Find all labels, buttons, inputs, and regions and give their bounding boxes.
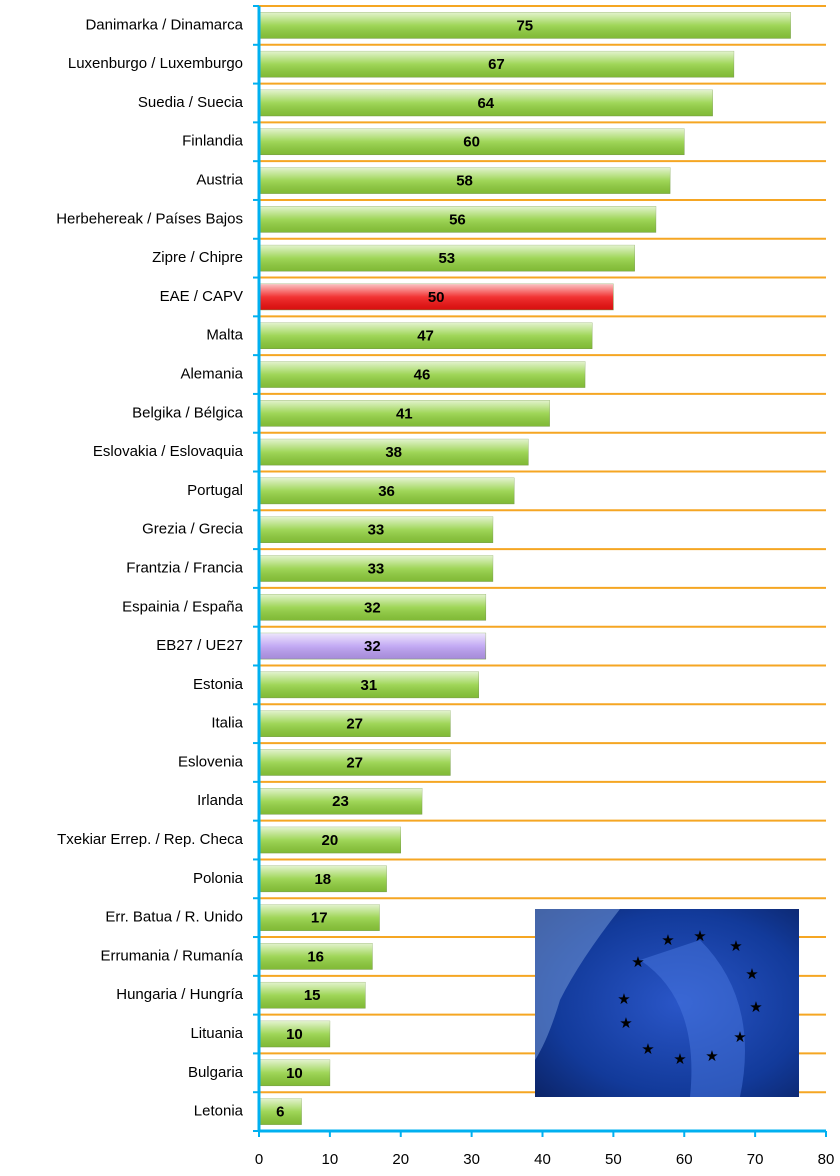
value-label: 33: [368, 560, 385, 577]
category-label: Frantzia / Francia: [126, 559, 243, 576]
category-label: EB27 / UE27: [156, 637, 243, 654]
value-label: 33: [368, 522, 385, 539]
value-label: 38: [385, 444, 402, 461]
x-tick-label: 80: [818, 1151, 835, 1168]
value-label: 56: [449, 211, 466, 228]
svg-text:★: ★: [641, 1041, 654, 1058]
category-label: Txekiar Errep. / Rep. Checa: [57, 831, 244, 848]
value-label: 67: [488, 56, 505, 73]
value-label: 32: [364, 638, 381, 655]
value-label: 27: [346, 754, 363, 771]
value-label: 16: [307, 948, 324, 965]
value-label: 50: [428, 289, 445, 306]
svg-text:★: ★: [617, 991, 630, 1008]
category-label: Errumania / Rumanía: [100, 947, 243, 964]
category-label: Letonia: [194, 1103, 244, 1120]
category-label: Eslovakia / Eslovaquia: [93, 443, 244, 460]
value-label: 10: [286, 1026, 303, 1043]
category-label: Hungaria / Hungría: [116, 986, 243, 1003]
category-label: Irlanda: [197, 792, 244, 809]
category-label: Finlandia: [182, 133, 244, 150]
category-label: Grezia / Grecia: [142, 521, 244, 538]
svg-text:★: ★: [733, 1029, 746, 1046]
category-label: Estonia: [193, 676, 244, 693]
svg-text:★: ★: [729, 938, 742, 955]
category-label: Belgika / Bélgica: [132, 404, 244, 421]
value-label: 64: [477, 95, 494, 112]
x-tick-label: 40: [534, 1151, 551, 1168]
svg-text:★: ★: [631, 954, 644, 971]
x-tick-label: 50: [605, 1151, 622, 1168]
x-tick-label: 60: [676, 1151, 693, 1168]
value-label: 6: [276, 1104, 284, 1121]
value-label: 31: [361, 677, 378, 694]
category-label: Eslovenia: [178, 753, 244, 770]
category-label: Suedia / Suecia: [138, 94, 244, 111]
value-label: 10: [286, 1065, 303, 1082]
value-label: 41: [396, 405, 413, 422]
x-tick-label: 30: [463, 1151, 480, 1168]
x-tick-label: 70: [747, 1151, 764, 1168]
category-label: Luxenburgo / Luxemburgo: [68, 55, 243, 72]
category-label: EAE / CAPV: [160, 288, 243, 305]
category-label: Alemania: [180, 366, 243, 383]
value-label: 18: [314, 871, 331, 888]
svg-text:★: ★: [705, 1048, 718, 1065]
category-label: Lituania: [190, 1025, 243, 1042]
category-label: Espainia / España: [122, 598, 244, 615]
x-tick-label: 0: [255, 1151, 263, 1168]
eu-flag-image: ★ ★ ★ ★ ★ ★ ★ ★ ★ ★ ★ ★: [535, 909, 799, 1097]
value-label: 17: [311, 910, 328, 927]
category-label: Herbehereak / Países Bajos: [56, 210, 243, 227]
svg-text:★: ★: [693, 928, 706, 945]
svg-text:★: ★: [661, 932, 674, 949]
value-label: 58: [456, 173, 473, 190]
svg-text:★: ★: [749, 999, 762, 1016]
category-label: Err. Batua / R. Unido: [105, 909, 243, 926]
svg-text:★: ★: [745, 966, 758, 983]
value-label: 75: [516, 17, 533, 34]
value-label: 20: [322, 832, 339, 849]
category-label: Polonia: [193, 870, 244, 887]
category-label: Danimarka / Dinamarca: [85, 16, 243, 33]
value-label: 53: [438, 250, 455, 267]
value-label: 60: [463, 134, 480, 151]
value-label: 27: [346, 716, 363, 733]
value-label: 46: [414, 367, 431, 384]
category-label: Portugal: [187, 482, 243, 499]
category-label: Italia: [211, 715, 243, 732]
category-label: Malta: [206, 327, 243, 344]
value-label: 15: [304, 987, 321, 1004]
svg-text:★: ★: [619, 1015, 632, 1032]
value-label: 36: [378, 483, 395, 500]
x-tick-label: 20: [392, 1151, 409, 1168]
chart: 0 10 20 30 40 50 60 70 80 75 Danimarka / Dinamarca…: [0, 0, 840, 1171]
svg-text:★: ★: [673, 1051, 686, 1068]
value-label: 23: [332, 793, 349, 810]
value-label: 32: [364, 599, 381, 616]
category-label: Austria: [196, 172, 243, 189]
x-tick-label: 10: [322, 1151, 339, 1168]
value-label: 47: [417, 328, 434, 345]
category-label: Zipre / Chipre: [152, 249, 243, 266]
category-label: Bulgaria: [188, 1064, 244, 1081]
